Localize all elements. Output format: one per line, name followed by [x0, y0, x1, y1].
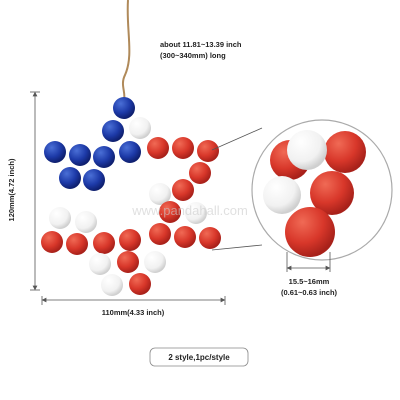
- bead: [93, 146, 115, 168]
- bead: [149, 223, 171, 245]
- dimension-lines: [30, 91, 263, 305]
- bead: [119, 229, 141, 251]
- bead: [129, 117, 151, 139]
- bead: [174, 226, 196, 248]
- bead: [185, 202, 207, 224]
- bead: [189, 162, 211, 184]
- zoom-beads: [263, 130, 366, 257]
- footer-box: [149, 347, 249, 367]
- watermark: www.pandahall.com: [131, 203, 248, 218]
- bead-size-lines: [286, 252, 331, 272]
- bead: [310, 171, 354, 215]
- bead-size-label: (0.61~0.63 inch): [281, 288, 338, 297]
- bead: [66, 233, 88, 255]
- bead: [113, 97, 135, 119]
- height-label: 120mm(4.72 inch): [7, 158, 16, 221]
- footer-label: 2 style,1pc/style: [168, 353, 230, 362]
- bead: [93, 232, 115, 254]
- bead: [144, 251, 166, 273]
- bead: [89, 253, 111, 275]
- bead: [69, 144, 91, 166]
- bead: [75, 211, 97, 233]
- bead: [59, 167, 81, 189]
- bead: [287, 130, 327, 170]
- bead: [119, 141, 141, 163]
- bead: [199, 227, 221, 249]
- bead: [147, 137, 169, 159]
- bead-size-label: 15.5~16mm: [289, 277, 330, 286]
- bead: [324, 131, 366, 173]
- length-label: about 11.81~13.39 inch: [160, 40, 242, 49]
- bead: [149, 183, 171, 205]
- bead: [44, 141, 66, 163]
- bead: [197, 140, 219, 162]
- bead: [129, 273, 151, 295]
- bead: [49, 207, 71, 229]
- twine: [122, 0, 131, 101]
- width-label: 110mm(4.33 inch): [102, 308, 165, 317]
- bead: [41, 231, 63, 253]
- bead: [172, 179, 194, 201]
- bead: [159, 201, 181, 223]
- length-label: (300~340mm) long: [160, 51, 226, 60]
- star-beads: [41, 97, 221, 296]
- bead: [102, 120, 124, 142]
- bead: [117, 251, 139, 273]
- bead: [172, 137, 194, 159]
- bead: [263, 176, 301, 214]
- bead: [83, 169, 105, 191]
- bead: [101, 274, 123, 296]
- bead: [285, 207, 335, 257]
